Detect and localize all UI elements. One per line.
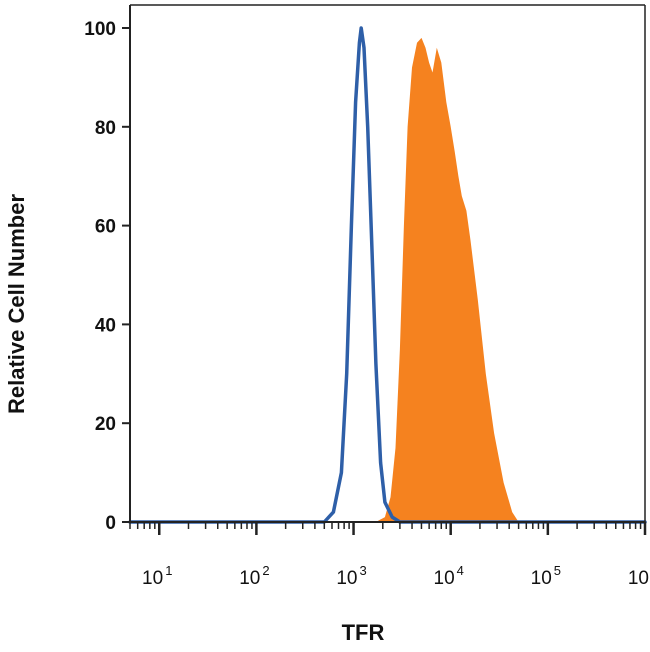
x-axis-ticks: 101 102 103 104 105 106 bbox=[129, 522, 650, 589]
y-tick-label: 20 bbox=[95, 414, 116, 435]
x-axis-label: TFR bbox=[342, 620, 385, 645]
x-tick-label: 10 5 bbox=[531, 563, 561, 589]
y-tick-label: 60 bbox=[95, 217, 116, 238]
x-tick-label: 106 bbox=[628, 563, 650, 589]
y-tick-label: 40 bbox=[95, 315, 116, 336]
y-tick-label: 100 bbox=[84, 19, 116, 40]
y-axis-label: Relative Cell Number bbox=[4, 194, 29, 415]
x-tick-label: 10 3 bbox=[336, 563, 366, 589]
series-layer bbox=[128, 26, 647, 524]
x-tick-label: 10 4 bbox=[434, 563, 464, 589]
plot-frame bbox=[129, 4, 646, 523]
series-outline-histogram bbox=[128, 26, 647, 524]
y-tick-label: 80 bbox=[95, 118, 116, 139]
x-tick-label: 10 2 bbox=[239, 563, 269, 589]
y-axis-ticks: 0 20 40 60 80 100 bbox=[84, 19, 130, 534]
y-tick-label: 0 bbox=[105, 513, 116, 534]
x-tick-label: 10 1 bbox=[142, 563, 172, 589]
